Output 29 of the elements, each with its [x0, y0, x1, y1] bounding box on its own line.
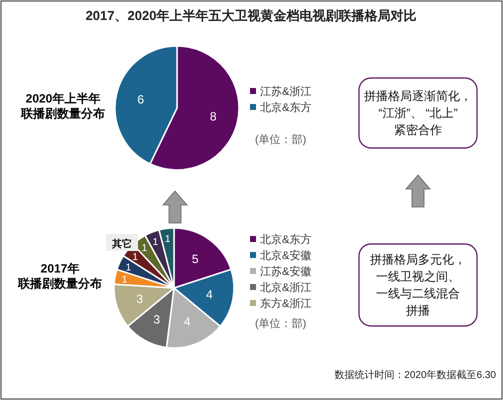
- data-label: 1: [152, 237, 159, 248]
- legend-label: 东方&浙江: [260, 297, 312, 310]
- legend-label: 北京&东方: [260, 233, 312, 246]
- data-label: 1: [142, 243, 148, 254]
- legend-label: 北京&浙江: [260, 281, 312, 294]
- data-label: 1: [132, 252, 138, 263]
- text: 2017年联播剧数量分布: [17, 262, 102, 290]
- legend-label: 江苏&安徽: [260, 265, 312, 278]
- text: (单位：部): [255, 133, 306, 146]
- text: 2017、2020年上半年五大卫视黄金档电视剧联播格局对比: [86, 8, 416, 23]
- data-label: 6: [137, 92, 144, 107]
- data-label: 4: [184, 314, 191, 328]
- data-label: 5: [192, 252, 199, 266]
- legend-label: 北京&安徽: [260, 249, 312, 262]
- data-label: 8: [210, 109, 217, 124]
- legend-label: 北京&东方: [260, 101, 312, 114]
- data-label: 3: [153, 312, 160, 327]
- data-label: 1: [122, 274, 128, 286]
- text: 数据统计时间：2020年数据截至6.30: [334, 369, 496, 381]
- data-label: 1: [126, 262, 132, 274]
- data-label: 1: [164, 234, 171, 245]
- text: 拼播格局多元化，一线卫视之间、一线与二线混合拼播: [370, 252, 466, 318]
- data-label: 4: [206, 288, 214, 302]
- text: (单位：部): [255, 317, 306, 330]
- text: 其它: [111, 238, 132, 250]
- legend-label: 江苏&浙江: [260, 85, 312, 98]
- text: 拼播格局逐渐简化，“江浙”、 “北上”紧密合作: [364, 89, 472, 137]
- text: 2020年上半年联播剧数量分布: [20, 92, 105, 120]
- data-label: 3: [136, 292, 144, 306]
